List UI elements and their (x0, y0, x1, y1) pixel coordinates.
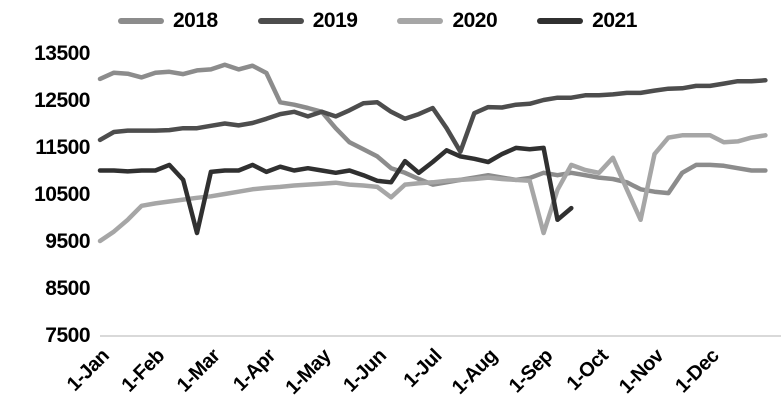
legend-swatch-2020 (397, 17, 444, 24)
x-axis-tick-label: 1-Mar (173, 344, 225, 396)
x-axis-tick-label: 1-May (281, 344, 336, 399)
x-axis-tick-label: 1-Apr (229, 344, 280, 395)
y-axis-tick-label: 12500 (34, 89, 90, 112)
legend-item-2020: 2020 (397, 9, 498, 32)
x-axis-tick-label: 1-Aug (448, 345, 502, 399)
x-axis-tick-label: 1-Jan (63, 345, 114, 396)
legend-swatch-2019 (257, 17, 304, 24)
legend: 2018 2019 2020 2021 (118, 10, 637, 31)
series-line-2021 (97, 145, 574, 236)
legend-item-2019: 2019 (257, 9, 358, 32)
series-line-2020 (97, 133, 768, 244)
legend-label-2019: 2019 (312, 9, 358, 32)
legend-item-2018: 2018 (118, 10, 218, 31)
x-axis-tick-label: 1-Feb (117, 345, 169, 397)
legend-label-2021: 2021 (592, 9, 637, 32)
x-axis-tick-label: 1-Jul (399, 345, 446, 392)
x-axis-tick-label: 1-Nov (615, 344, 669, 398)
y-axis-tick-label: 8500 (45, 277, 90, 300)
y-axis-tick-label: 11500 (35, 136, 90, 159)
y-axis-tick-label: 10500 (34, 183, 90, 206)
legend-item-2021: 2021 (537, 10, 637, 31)
x-axis-tick-label: 1-Sep (505, 345, 557, 397)
legend-swatch-2018 (118, 17, 164, 24)
legend-swatch-2021 (537, 17, 584, 24)
y-axis-tick-label: 7500 (45, 324, 90, 347)
y-axis-tick-label: 9500 (45, 230, 90, 253)
legend-label-2018: 2018 (173, 9, 218, 32)
x-axis-tick-label: 1-Dec (671, 345, 724, 398)
y-axis-tick-label: 13500 (34, 42, 90, 65)
x-axis-tick-label: 1-Jun (339, 345, 391, 397)
series-line-2019 (97, 78, 768, 154)
legend-label-2020: 2020 (452, 9, 498, 32)
series-line-2018 (97, 62, 768, 196)
x-axis-tick-label: 1-Oct (563, 344, 614, 395)
